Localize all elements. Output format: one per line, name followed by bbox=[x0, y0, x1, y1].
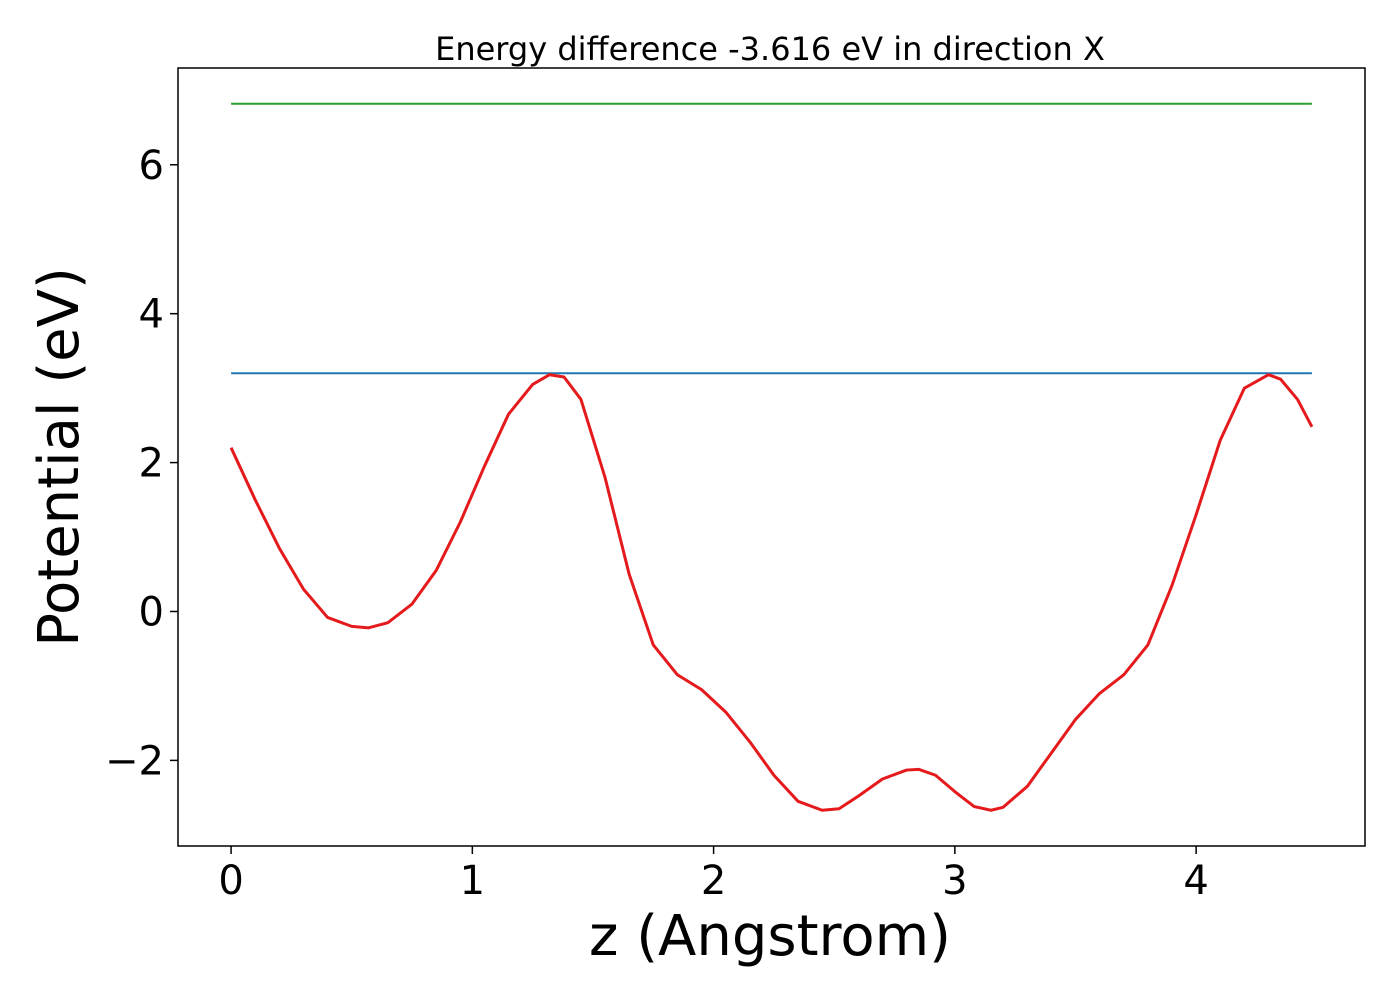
y-axis-title: Potential (eV) bbox=[27, 267, 92, 647]
y-tick-label: 2 bbox=[139, 441, 164, 487]
y-tick-label: 6 bbox=[139, 143, 164, 189]
y-tick-label: 4 bbox=[139, 292, 164, 338]
x-tick-label: 4 bbox=[1183, 858, 1208, 904]
y-tick-label: 0 bbox=[139, 589, 164, 635]
y-axis-ticks: −2 0 2 4 6 bbox=[105, 143, 178, 784]
x-axis-title: z (Angstrom) bbox=[589, 904, 951, 969]
x-axis-ticks: 0 1 2 3 4 bbox=[218, 846, 1209, 904]
chart-title: Energy difference -3.616 eV in direction… bbox=[435, 30, 1105, 68]
y-tick-label: −2 bbox=[105, 738, 164, 784]
plot-frame bbox=[177, 67, 1366, 847]
x-tick-label: 2 bbox=[701, 858, 726, 904]
x-tick-label: 3 bbox=[942, 858, 967, 904]
x-tick-label: 0 bbox=[218, 858, 243, 904]
series-layer bbox=[229, 102, 1314, 812]
series-line-2 bbox=[229, 373, 1314, 812]
x-tick-label: 1 bbox=[460, 858, 485, 904]
